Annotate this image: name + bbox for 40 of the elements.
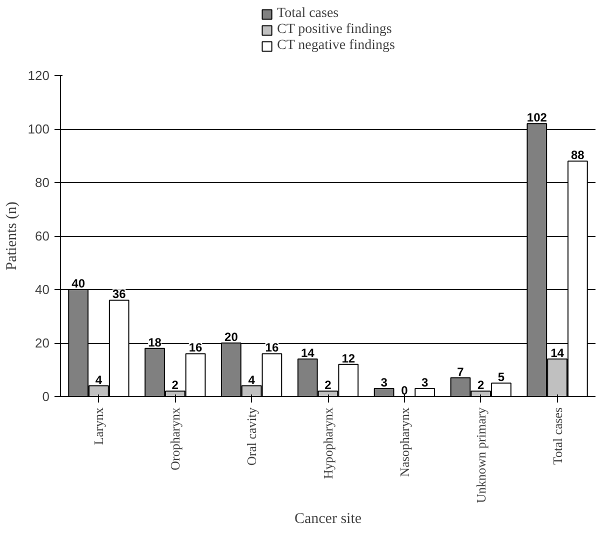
x-axis-title: Cancer site — [294, 511, 362, 528]
data-label: 7 — [457, 364, 464, 379]
legend-label: CT positive findings — [277, 22, 392, 38]
legend-label: Total cases — [277, 6, 339, 22]
data-label: 3 — [421, 375, 428, 390]
data-label: 3 — [380, 375, 388, 390]
y-tick-label: 80 — [35, 175, 50, 190]
data-label: 88 — [570, 148, 585, 162]
data-label: 20 — [224, 330, 238, 344]
x-tick-label: Nasopharynx — [396, 407, 412, 477]
x-tick-label: Unknown primary — [473, 407, 488, 504]
data-label: 14 — [300, 346, 315, 360]
data-label: 4 — [95, 372, 102, 387]
data-label: 16 — [265, 340, 279, 355]
data-label: 16 — [188, 340, 203, 355]
x-tick-label: Hypopharynx — [320, 407, 336, 479]
data-label: 5 — [498, 370, 505, 384]
data-label: 12 — [342, 351, 356, 366]
x-tick-label: Oral cavity — [244, 407, 260, 466]
data-label: 4 — [248, 372, 256, 387]
data-label: 18 — [148, 335, 162, 350]
data-label: 2 — [324, 378, 332, 392]
legend-label: CT negative findings — [277, 38, 395, 54]
y-tick-label: 20 — [35, 336, 50, 350]
y-axis-title: Patients (n) — [4, 202, 20, 270]
data-label: 102 — [526, 110, 548, 125]
data-label: 2 — [172, 378, 179, 392]
data-label: 14 — [550, 346, 564, 360]
y-tick-label: 40 — [35, 282, 50, 297]
y-tick-label: 0 — [42, 389, 50, 404]
x-tick-label: Larynx — [91, 407, 106, 446]
data-label: 2 — [478, 378, 485, 392]
y-tick-label: 100 — [28, 122, 50, 136]
y-tick-label: 60 — [35, 228, 50, 244]
data-label: 0 — [401, 384, 408, 398]
y-tick-label: 120 — [28, 68, 50, 83]
data-label: 40 — [72, 276, 86, 290]
x-tick-label: Total cases — [550, 407, 565, 465]
x-tick-label: Oropharynx — [168, 407, 183, 470]
data-label: 36 — [112, 287, 126, 302]
